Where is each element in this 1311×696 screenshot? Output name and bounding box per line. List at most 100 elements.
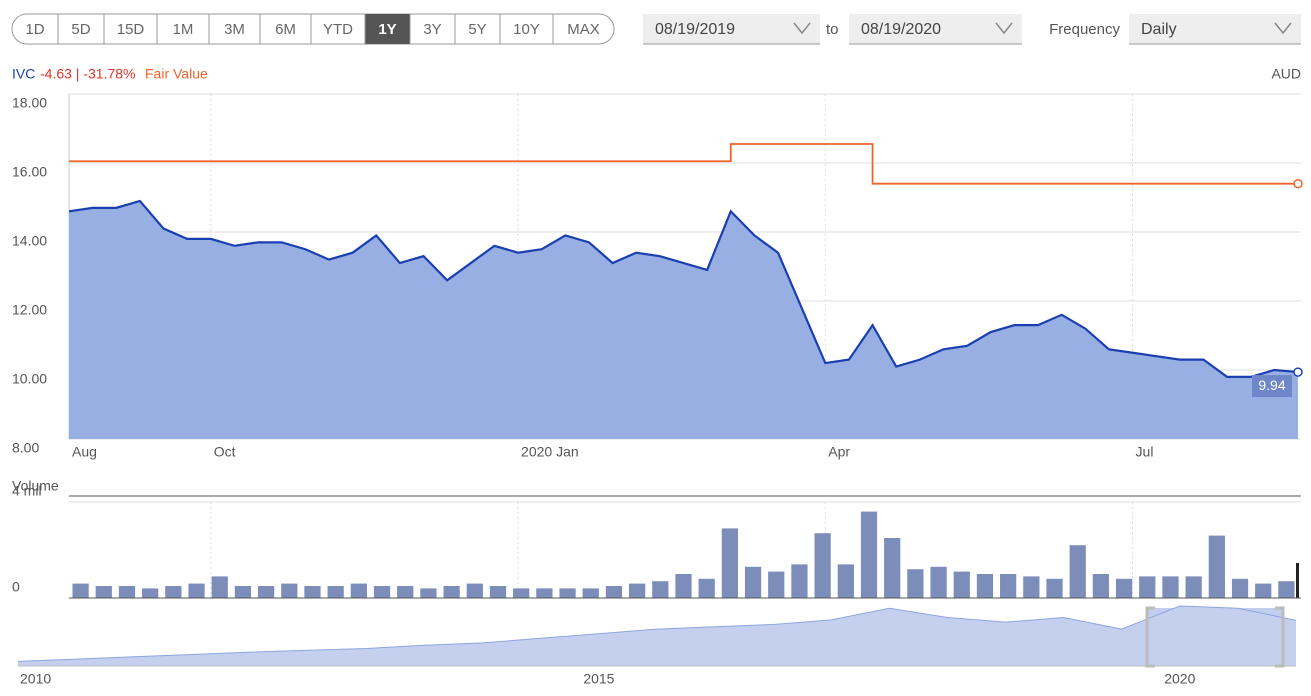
volume-bar: [976, 574, 994, 598]
navigator-area: [18, 606, 1296, 666]
volume-bar: [1185, 576, 1202, 598]
volume-bar: [327, 586, 344, 598]
volume-bar: [1255, 583, 1272, 598]
x-tick-label: Jul: [1136, 444, 1154, 460]
volume-bar: [1000, 574, 1017, 598]
navigator-tick-label: 2010: [20, 671, 51, 687]
x-tick-label: Apr: [828, 444, 850, 460]
range-button[interactable]: YTD: [323, 21, 353, 38]
volume-bar: [118, 586, 136, 598]
from-date-box[interactable]: [643, 14, 820, 44]
price-change: -4.63 | -31.78%: [40, 66, 135, 82]
from-date[interactable]: 08/19/2019: [655, 21, 735, 38]
volume-bar: [489, 586, 507, 598]
volume-bar: [605, 586, 623, 598]
volume-bar: [536, 588, 553, 598]
range-button[interactable]: MAX: [567, 21, 600, 38]
currency: AUD: [1271, 66, 1301, 82]
frequency-label: Frequency: [1049, 21, 1120, 38]
volume-bar: [1069, 545, 1086, 598]
to-date-box[interactable]: [849, 14, 1022, 44]
volume-bar: [907, 569, 924, 598]
price-end: [1293, 367, 1303, 377]
navigator-line: [17, 605, 1297, 662]
navigator-tick-label: 2015: [583, 671, 614, 687]
y-tick-label: 8.00: [12, 440, 39, 456]
volume-bar: [721, 528, 738, 598]
y-tick-label: 18.00: [12, 95, 47, 111]
volume-bar: [814, 533, 831, 598]
to-label: to: [826, 21, 839, 38]
volume-tick-label: 4 mil: [12, 483, 42, 499]
range-button[interactable]: 1Y: [378, 21, 396, 38]
volume-bar: [350, 583, 367, 598]
volume-bar: [281, 583, 298, 598]
range-button[interactable]: 5D: [71, 21, 90, 38]
y-tick-label: 14.00: [12, 233, 47, 249]
volume-bar: [142, 588, 159, 598]
navigator-handle[interactable]: [1145, 606, 1155, 668]
to-date-chevron: [995, 22, 1013, 35]
volume-bar: [791, 564, 808, 598]
range-button-active[interactable]: [365, 14, 410, 44]
volume-bar: [304, 586, 321, 598]
volume-bar: [953, 571, 970, 598]
volume-bar: [698, 578, 715, 598]
navigator-handle[interactable]: [1275, 606, 1285, 668]
volume-bar: [420, 588, 437, 598]
last-price-badge: [1252, 375, 1292, 398]
volume-bar: [373, 586, 391, 598]
range-button[interactable]: 3M: [224, 21, 245, 38]
fair-value-line: [69, 143, 1298, 185]
volume-bar: [513, 588, 530, 598]
volume-bar: [652, 581, 669, 598]
volume-bar: [582, 588, 599, 598]
volume-bar: [1231, 578, 1249, 598]
volume-bar: [884, 538, 901, 598]
y-tick-label: 16.00: [12, 164, 47, 180]
volume-bar: [466, 583, 483, 598]
last-price-label: 9.94: [1258, 377, 1285, 393]
volume-bar: [257, 586, 275, 598]
volume-bar: [629, 583, 646, 598]
range-button[interactable]: 1D: [25, 21, 44, 38]
range-group: [11, 13, 615, 45]
volume-bar: [930, 566, 947, 598]
volume-bar: [837, 564, 854, 598]
range-button[interactable]: 6M: [275, 21, 296, 38]
volume-tick-label: 0: [12, 579, 20, 595]
volume-bar: [234, 586, 252, 598]
x-tick-label: Oct: [214, 444, 236, 460]
volume-bar: [744, 566, 762, 598]
volume-bar: [1046, 578, 1063, 598]
volume-bar: [1023, 576, 1040, 598]
volume-bar: [397, 586, 414, 598]
volume-bar: [1208, 535, 1225, 598]
range-button[interactable]: 5Y: [468, 21, 486, 38]
range-button[interactable]: 1M: [173, 21, 194, 38]
legend-fair-value: Fair Value: [145, 66, 208, 82]
x-tick-label: Aug: [72, 444, 97, 460]
volume-bar: [1278, 581, 1295, 598]
legend-ivc: IVC: [12, 66, 35, 82]
range-button[interactable]: 10Y: [513, 21, 540, 38]
volume-cursor: [1296, 563, 1299, 598]
frequency[interactable]: Daily: [1141, 21, 1177, 38]
y-tick-label: 10.00: [12, 371, 47, 387]
frequency-box[interactable]: [1129, 14, 1301, 44]
fair-value-end: [1293, 178, 1303, 189]
price-area: [69, 200, 1298, 439]
volume-title: Volume: [12, 478, 59, 494]
range-button[interactable]: 3Y: [423, 21, 441, 38]
volume-bar: [188, 583, 205, 598]
volume-bar: [1139, 576, 1156, 598]
volume-bar: [1092, 574, 1110, 598]
frequency-chevron: [1274, 22, 1292, 35]
volume-bar: [1162, 576, 1179, 598]
volume-bar: [559, 588, 576, 598]
navigator-tick-label: 2020: [1164, 671, 1195, 687]
to-date[interactable]: 08/19/2020: [861, 21, 941, 38]
from-date-chevron: [793, 22, 811, 35]
range-button[interactable]: 15D: [117, 21, 145, 38]
y-tick-label: 12.00: [12, 302, 47, 318]
